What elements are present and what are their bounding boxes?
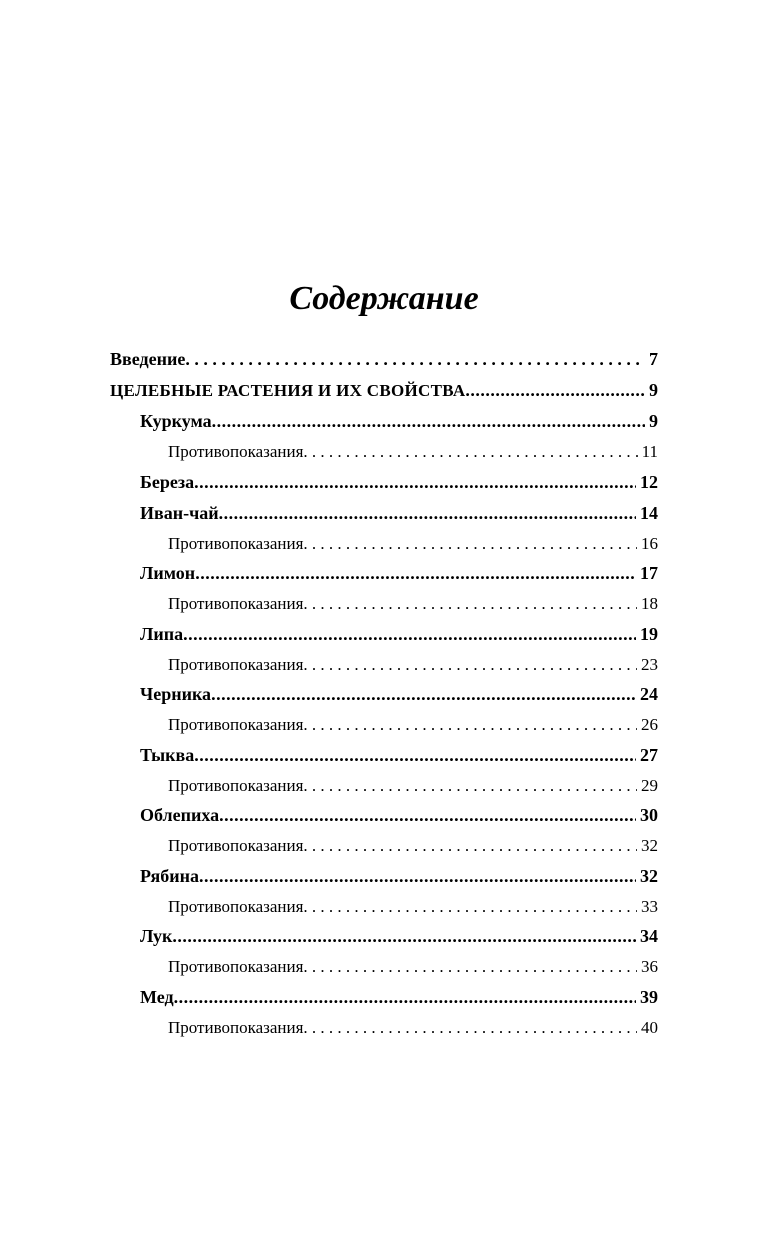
toc-entry-label: Противопоказания [168,1015,303,1041]
toc-entry-page: 39 [636,984,658,1011]
toc-leader-dots [303,894,637,920]
toc-entry-page: 23 [637,652,658,678]
toc-entry: Противопоказания 29 [110,773,658,799]
toc-leader-dots [199,863,636,890]
toc-leader-dots [303,652,637,678]
toc-entry-page: 26 [637,712,658,738]
toc-leader-dots [183,621,636,648]
toc-entry-page: 33 [637,894,658,920]
toc-entry-page: 29 [637,773,658,799]
toc-entry: Противопоказания 16 [110,531,658,557]
toc-entry-page: 24 [636,681,658,708]
toc-entry-label: Противопоказания [168,954,303,980]
toc-entry-label: Лук [140,923,172,950]
toc-entry: Иван-чай 14 [110,500,658,527]
toc-leader-dots [303,773,637,799]
toc-entry: Противопоказания 32 [110,833,658,859]
toc-entry-label: Противопоказания [168,591,303,617]
toc-entry-page: 9 [645,377,658,404]
toc-leader-dots [185,346,645,373]
toc-leader-dots [211,681,636,708]
toc-entry-label: Противопоказания [168,712,303,738]
toc-entry-page: 17 [636,560,658,587]
toc-entry-label: Введение [110,346,185,373]
toc-entry: Мед 39 [110,984,658,1011]
toc-entry-label: Облепиха [140,802,219,829]
toc-entry-label: Противопоказания [168,773,303,799]
toc-entry-label: Береза [140,469,194,496]
toc-leader-dots [195,560,636,587]
toc-entry-page: 11 [638,439,658,465]
toc-entry-page: 16 [637,531,658,557]
toc-entry-page: 12 [636,469,658,496]
toc-entry: Введение 7 [110,346,658,373]
toc-entry: Противопоказания 40 [110,1015,658,1041]
toc-entry: Тыква 27 [110,742,658,769]
toc-entry-label: Липа [140,621,183,648]
toc-leader-dots [194,742,636,769]
toc-entry: Рябина 32 [110,863,658,890]
toc-entry-label: ЦЕЛЕБНЫЕ РАСТЕНИЯ И ИХ СВОЙСТВА [110,378,465,404]
toc-entry-label: Тыква [140,742,194,769]
toc-entry: ЦЕЛЕБНЫЕ РАСТЕНИЯ И ИХ СВОЙСТВА 9 [110,377,658,404]
toc-leader-dots [174,984,636,1011]
toc-leader-dots [303,954,637,980]
toc-entry: Облепиха 30 [110,802,658,829]
toc-entry-page: 36 [637,954,658,980]
toc-entry-page: 18 [637,591,658,617]
toc-entry-label: Противопоказания [168,531,303,557]
toc-entry-page: 40 [637,1015,658,1041]
toc-leader-dots [303,531,637,557]
toc-entry: Лук 34 [110,923,658,950]
toc-entry-page: 19 [636,621,658,648]
toc-entry: Черника 24 [110,681,658,708]
toc-entry: Противопоказания 18 [110,591,658,617]
toc-entry: Противопоказания 23 [110,652,658,678]
toc-leader-dots [219,500,636,527]
toc-leader-dots [219,802,636,829]
toc-entry-label: Лимон [140,560,195,587]
toc-list: Введение 7 ЦЕЛЕБНЫЕ РАСТЕНИЯ И ИХ СВОЙСТВА… [110,346,658,1040]
toc-entry: Противопоказания 26 [110,712,658,738]
toc-entry-page: 32 [637,833,658,859]
toc-entry-label: Противопоказания [168,439,303,465]
toc-entry: Противопоказания 36 [110,954,658,980]
toc-entry-label: Противопоказания [168,652,303,678]
toc-leader-dots [303,833,637,859]
toc-entry-label: Противопоказания [168,833,303,859]
toc-entry: Береза 12 [110,469,658,496]
toc-leader-dots [303,591,637,617]
toc-entry-label: Иван-чай [140,500,219,527]
toc-entry-page: 14 [636,500,658,527]
toc-entry-label: Куркума [140,408,212,435]
toc-leader-dots [303,439,637,465]
toc-entry-page: 30 [636,802,658,829]
toc-entry-page: 27 [636,742,658,769]
toc-entry-label: Черника [140,681,211,708]
toc-leader-dots [194,469,636,496]
toc-leader-dots [172,923,636,950]
toc-leader-dots [465,377,645,404]
toc-entry-page: 34 [636,923,658,950]
toc-entry-label: Мед [140,984,174,1011]
toc-entry-label: Противопоказания [168,894,303,920]
toc-entry-label: Рябина [140,863,199,890]
toc-entry: Куркума 9 [110,408,658,435]
toc-leader-dots [303,1015,637,1041]
toc-entry-page: 32 [636,863,658,890]
toc-entry-page: 9 [645,408,658,435]
toc-leader-dots [212,408,645,435]
toc-title: Содержание [110,280,658,318]
toc-entry: Противопоказания 11 [110,439,658,465]
toc-entry: Липа 19 [110,621,658,648]
toc-entry-page: 7 [645,346,658,373]
toc-leader-dots [303,712,637,738]
toc-entry: Противопоказания 33 [110,894,658,920]
toc-entry: Лимон 17 [110,560,658,587]
